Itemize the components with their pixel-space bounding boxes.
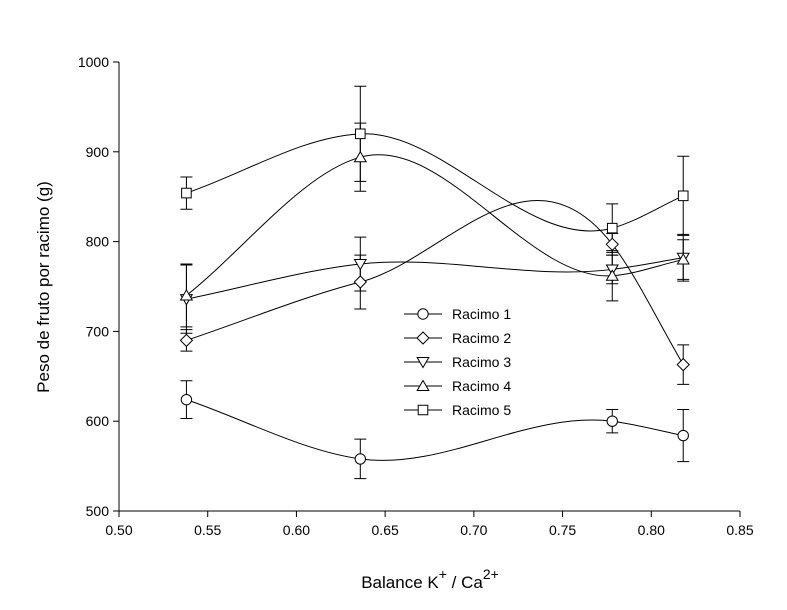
y-tick-label: 800 xyxy=(86,234,110,250)
x-axis-title-sup1: + xyxy=(439,566,447,582)
x-axis-title-sup2: 2+ xyxy=(483,566,499,582)
series-curves xyxy=(186,133,684,461)
data-point-racimo-1 xyxy=(606,415,618,427)
y-tick-label: 500 xyxy=(86,503,110,519)
x-tick-label: 0.85 xyxy=(726,522,753,538)
data-point-racimo-2 xyxy=(605,237,619,252)
x-tick-label: 0.55 xyxy=(194,522,221,538)
data-point-racimo-4 xyxy=(353,150,367,163)
legend-label: Racimo 5 xyxy=(452,402,511,418)
x-tick-label: 0.80 xyxy=(638,522,665,538)
data-point-racimo-2 xyxy=(179,333,194,348)
data-point-racimo-2 xyxy=(353,275,368,289)
legend-label: Racimo 2 xyxy=(452,330,511,346)
series-line-racimo-4 xyxy=(186,154,684,296)
x-axis-title-mid: / Ca xyxy=(447,573,483,592)
x-axis-title: Balance K+ / Ca2+ xyxy=(361,566,499,592)
data-point-racimo-1 xyxy=(180,394,193,406)
data-point-racimo-2 xyxy=(676,357,690,372)
legend-label: Racimo 1 xyxy=(452,306,511,322)
data-point-racimo-5 xyxy=(181,187,192,199)
axes: 0.50 0.55 0.60 0.65 0.70 0.75 0.80 0.85 500 600 70… xyxy=(78,54,754,538)
y-tick-label: 700 xyxy=(86,323,110,339)
data-point-racimo-4 xyxy=(179,288,194,301)
data-point-racimo-3 xyxy=(353,259,367,271)
legend-marker xyxy=(416,379,430,391)
y-tick-label: 900 xyxy=(86,144,110,160)
series-line-racimo-5 xyxy=(186,133,684,232)
data-point-racimo-4 xyxy=(676,253,690,265)
legend-marker xyxy=(416,331,430,345)
legend-marker xyxy=(416,357,430,369)
x-tick-label: 0.75 xyxy=(549,522,576,538)
x-tick-label: 0.60 xyxy=(283,522,310,538)
series-line-racimo-2 xyxy=(186,200,684,365)
data-point-racimo-5 xyxy=(677,190,689,202)
legend-marker xyxy=(417,404,429,416)
y-axis-title: Peso de fruto por racimo (g) xyxy=(34,181,53,393)
data-point-racimo-5 xyxy=(606,222,618,234)
x-axis-title-main: Balance K xyxy=(361,573,439,592)
y-tick-label: 1000 xyxy=(78,54,109,70)
data-points xyxy=(179,128,690,465)
series-line-racimo-3 xyxy=(186,257,684,300)
legend-marker xyxy=(417,308,429,320)
data-point-racimo-5 xyxy=(355,128,366,140)
legend-label: Racimo 4 xyxy=(452,378,511,394)
data-point-racimo-1 xyxy=(677,429,689,442)
data-point-racimo-4 xyxy=(605,269,619,281)
y-tick-label: 600 xyxy=(86,413,110,429)
legend-label: Racimo 3 xyxy=(452,354,511,370)
series-line-racimo-1 xyxy=(186,399,684,461)
data-point-racimo-1 xyxy=(354,453,367,465)
x-tick-label: 0.65 xyxy=(372,522,399,538)
legend: Racimo 1 Racimo 2 Racimo 3 Racimo 4 Racimo 5 xyxy=(404,306,511,418)
x-tick-label: 0.70 xyxy=(460,522,487,538)
x-tick-label: 0.50 xyxy=(105,522,132,538)
